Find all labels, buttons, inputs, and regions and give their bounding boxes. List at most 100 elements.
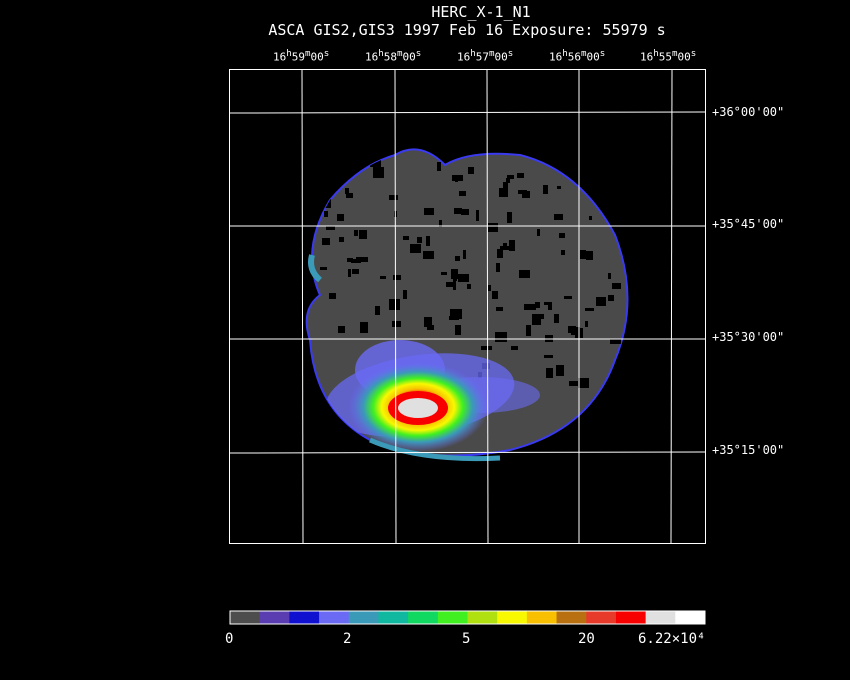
grid-line	[394, 69, 397, 544]
noise-patch	[543, 185, 548, 194]
colorbar-swatch	[526, 611, 558, 624]
noise-patch	[375, 306, 380, 315]
noise-patch	[351, 259, 361, 263]
noise-patch	[345, 171, 350, 176]
dec-tick-label: +35°30'00"	[712, 330, 785, 344]
colorbar-swatch	[289, 611, 320, 624]
noise-patch	[608, 295, 614, 301]
noise-patch	[569, 381, 579, 386]
noise-patch	[348, 269, 351, 277]
noise-patch	[503, 243, 507, 247]
noise-patch	[424, 208, 434, 215]
noise-patch	[373, 167, 384, 178]
noise-patch	[596, 297, 606, 306]
noise-patch	[605, 155, 611, 161]
noise-patch	[389, 195, 398, 200]
noise-patch	[590, 179, 597, 184]
noise-patch	[500, 246, 510, 250]
noise-patch	[496, 307, 503, 311]
noise-patch	[339, 237, 344, 242]
noise-patch	[338, 326, 345, 333]
noise-patch	[441, 272, 447, 275]
dec-tick-label: +35°15'00"	[712, 443, 785, 457]
noise-patch	[612, 283, 621, 289]
noise-patch	[585, 308, 594, 311]
noise-patch	[389, 299, 400, 310]
noise-patch	[532, 314, 544, 319]
noise-patch	[526, 325, 531, 336]
dec-tick-label: +36°00'00"	[712, 105, 785, 119]
noise-patch	[503, 182, 508, 189]
noise-patch	[439, 220, 442, 227]
noise-patch	[322, 238, 330, 245]
noise-patch	[347, 258, 353, 262]
noise-patch	[561, 250, 565, 255]
noise-patch	[476, 210, 479, 221]
noise-patch	[467, 284, 471, 289]
colorbar-swatch	[408, 611, 439, 624]
colorbar-tick-label: 5	[462, 631, 471, 647]
noise-patch	[506, 178, 510, 183]
colorbar-tick-label: 2	[343, 631, 352, 647]
image-frame	[229, 69, 706, 544]
noise-patch	[410, 244, 421, 253]
dec-tick-label: +35°45'00"	[712, 217, 785, 231]
colorbar-swatch	[645, 611, 676, 624]
noise-patch	[424, 317, 432, 327]
ra-tick-label: 16h57m00s	[457, 48, 514, 64]
noise-patch	[496, 263, 500, 272]
noise-patch	[507, 212, 512, 223]
noise-patch	[499, 188, 508, 197]
noise-patch	[492, 291, 498, 299]
ra-tick-label: 16h59m00s	[273, 48, 330, 64]
grid-line	[670, 69, 673, 544]
noise-patch	[554, 314, 559, 323]
image-subtitle: ASCA GIS2,GIS3 1997 Feb 16 Exposure: 559…	[268, 21, 666, 39]
noise-patch	[535, 302, 540, 308]
noise-patch	[522, 191, 530, 198]
noise-patch	[451, 269, 458, 279]
noise-patch	[589, 216, 592, 220]
noise-patch	[352, 269, 359, 274]
noise-patch	[564, 296, 572, 299]
colorbar-tick-label: 0	[225, 631, 234, 647]
colorbar-swatch	[586, 611, 617, 624]
noise-patch	[380, 276, 386, 279]
noise-patch	[481, 346, 492, 350]
noise-patch	[452, 175, 463, 181]
coordinate-grid	[229, 69, 706, 544]
noise-patch	[532, 315, 541, 325]
noise-patch	[578, 378, 589, 388]
noise-patch	[329, 293, 336, 299]
noise-patch	[458, 274, 469, 282]
noise-patch	[507, 175, 514, 179]
noise-patch	[370, 156, 381, 167]
noise-patch	[487, 285, 491, 291]
colorbar-swatch	[378, 611, 409, 624]
ra-tick-label: 16h58m00s	[365, 48, 422, 64]
noise-patch	[544, 302, 552, 305]
noise-patch	[556, 365, 564, 376]
noise-patch	[468, 167, 474, 174]
noise-patch	[345, 188, 349, 194]
noise-patch	[346, 193, 353, 198]
noise-patch	[337, 214, 344, 221]
noise-patch	[455, 325, 461, 335]
noise-patch	[517, 173, 524, 178]
ra-tick-label: 16h56m00s	[549, 48, 606, 64]
colorbar-swatch	[467, 611, 498, 624]
noise-patch	[519, 270, 530, 278]
noise-patch	[356, 257, 368, 262]
noise-patch	[572, 177, 576, 180]
noise-patch	[511, 346, 518, 350]
noise-patch	[571, 327, 580, 335]
noise-patch	[423, 251, 434, 259]
noise-patch	[546, 368, 553, 378]
noise-patch	[446, 282, 455, 287]
noise-patch	[359, 230, 367, 239]
noise-patch	[548, 305, 552, 310]
noise-patch	[524, 304, 536, 310]
colorbar-tick-label: 6.22×10⁴	[638, 631, 706, 647]
noise-patch	[454, 208, 462, 214]
